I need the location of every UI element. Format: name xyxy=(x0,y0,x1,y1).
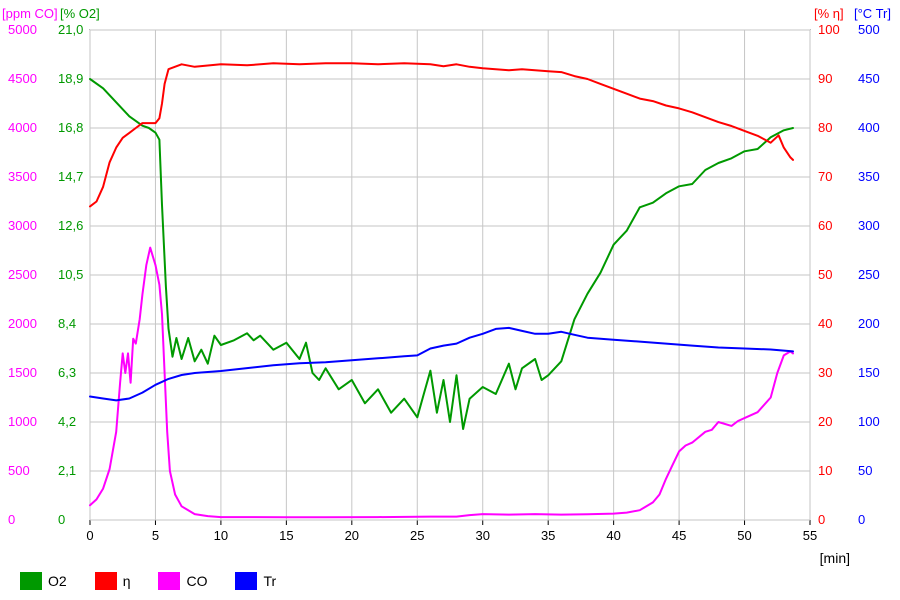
svg-text:55: 55 xyxy=(803,528,817,543)
x-axis-unit: [min] xyxy=(820,550,850,566)
svg-text:250: 250 xyxy=(858,267,880,282)
svg-text:14,7: 14,7 xyxy=(58,169,83,184)
legend-swatch-eta xyxy=(95,572,117,590)
svg-text:10: 10 xyxy=(818,463,832,478)
legend-label-o2: O2 xyxy=(48,573,67,589)
svg-text:40: 40 xyxy=(606,528,620,543)
legend-item-tr: Tr xyxy=(235,572,276,590)
svg-text:16,8: 16,8 xyxy=(58,120,83,135)
svg-text:21,0: 21,0 xyxy=(58,22,83,37)
svg-text:[ppm CO]: [ppm CO] xyxy=(2,6,58,21)
svg-text:12,6: 12,6 xyxy=(58,218,83,233)
svg-text:40: 40 xyxy=(818,316,832,331)
svg-text:10: 10 xyxy=(214,528,228,543)
svg-text:0: 0 xyxy=(818,512,825,527)
svg-text:4,2: 4,2 xyxy=(58,414,76,429)
legend-item-o2: O2 xyxy=(20,572,67,590)
svg-text:500: 500 xyxy=(8,463,30,478)
svg-text:500: 500 xyxy=(858,22,880,37)
svg-text:[% η]: [% η] xyxy=(814,6,844,21)
legend-swatch-o2 xyxy=(20,572,42,590)
svg-text:20: 20 xyxy=(345,528,359,543)
svg-text:4500: 4500 xyxy=(8,71,37,86)
svg-text:30: 30 xyxy=(475,528,489,543)
svg-text:30: 30 xyxy=(818,365,832,380)
svg-text:90: 90 xyxy=(818,71,832,86)
svg-text:25: 25 xyxy=(410,528,424,543)
combustion-chart: 0510152025303540455055050010001500200025… xyxy=(0,0,900,600)
legend-swatch-tr xyxy=(235,572,257,590)
legend: O2 η CO Tr xyxy=(20,572,276,590)
svg-text:350: 350 xyxy=(858,169,880,184)
svg-text:3000: 3000 xyxy=(8,218,37,233)
svg-text:100: 100 xyxy=(858,414,880,429)
svg-text:5000: 5000 xyxy=(8,22,37,37)
svg-text:50: 50 xyxy=(818,267,832,282)
svg-text:0: 0 xyxy=(858,512,865,527)
svg-text:50: 50 xyxy=(858,463,872,478)
svg-text:100: 100 xyxy=(818,22,840,37)
svg-text:200: 200 xyxy=(858,316,880,331)
svg-text:3500: 3500 xyxy=(8,169,37,184)
svg-text:[°C Tr]: [°C Tr] xyxy=(854,6,891,21)
svg-text:150: 150 xyxy=(858,365,880,380)
legend-item-co: CO xyxy=(158,572,207,590)
svg-text:60: 60 xyxy=(818,218,832,233)
svg-text:400: 400 xyxy=(858,120,880,135)
svg-text:6,3: 6,3 xyxy=(58,365,76,380)
svg-text:300: 300 xyxy=(858,218,880,233)
svg-text:5: 5 xyxy=(152,528,159,543)
svg-text:[% O2]: [% O2] xyxy=(60,6,100,21)
svg-text:2,1: 2,1 xyxy=(58,463,76,478)
svg-text:1500: 1500 xyxy=(8,365,37,380)
svg-text:70: 70 xyxy=(818,169,832,184)
legend-label-tr: Tr xyxy=(263,573,276,589)
svg-text:10,5: 10,5 xyxy=(58,267,83,282)
legend-label-co: CO xyxy=(186,573,207,589)
svg-text:8,4: 8,4 xyxy=(58,316,76,331)
legend-label-eta: η xyxy=(123,573,131,589)
legend-item-eta: η xyxy=(95,572,131,590)
svg-text:2500: 2500 xyxy=(8,267,37,282)
svg-text:35: 35 xyxy=(541,528,555,543)
svg-text:45: 45 xyxy=(672,528,686,543)
svg-text:2000: 2000 xyxy=(8,316,37,331)
svg-text:18,9: 18,9 xyxy=(58,71,83,86)
svg-text:0: 0 xyxy=(58,512,65,527)
legend-swatch-co xyxy=(158,572,180,590)
svg-text:450: 450 xyxy=(858,71,880,86)
svg-text:15: 15 xyxy=(279,528,293,543)
svg-text:4000: 4000 xyxy=(8,120,37,135)
svg-text:20: 20 xyxy=(818,414,832,429)
svg-text:80: 80 xyxy=(818,120,832,135)
svg-text:50: 50 xyxy=(737,528,751,543)
svg-text:1000: 1000 xyxy=(8,414,37,429)
svg-text:0: 0 xyxy=(86,528,93,543)
svg-text:0: 0 xyxy=(8,512,15,527)
